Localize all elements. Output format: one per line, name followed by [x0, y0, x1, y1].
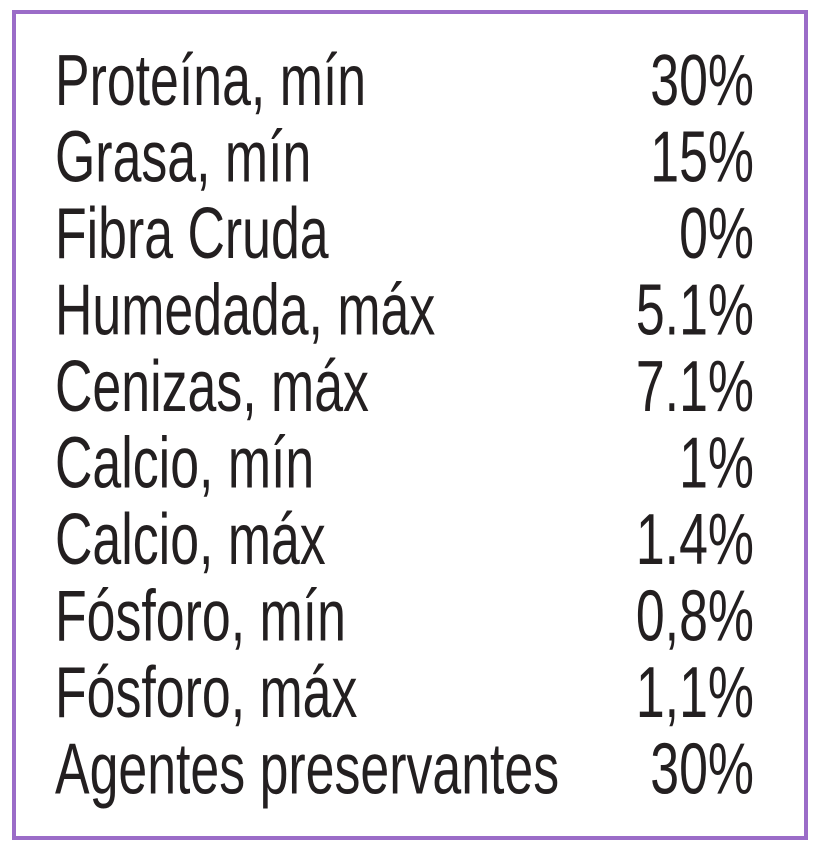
- row-value: 15%: [650, 117, 754, 197]
- row-value: 1,1%: [636, 653, 754, 733]
- row-label: Cenizas, máx: [55, 347, 369, 427]
- row-value: 5.1%: [636, 270, 754, 350]
- panel-border: [12, 10, 808, 840]
- row-label: Agentes preservantes: [55, 729, 559, 809]
- row-label: Humedada, máx: [55, 270, 435, 350]
- row-value: 0,8%: [636, 576, 754, 656]
- row-label: Fósforo, mín: [55, 576, 346, 656]
- row-label: Calcio, mín: [55, 423, 314, 503]
- row-value: 0%: [679, 194, 754, 274]
- row-value: 1%: [679, 423, 754, 503]
- row-label: Grasa, mín: [55, 117, 311, 197]
- row-label: Calcio, máx: [55, 500, 326, 580]
- row-value: 30%: [650, 729, 754, 809]
- row-label: Proteína, mín: [55, 41, 366, 121]
- row-value: 30%: [650, 41, 754, 121]
- row-label: Fósforo, máx: [55, 653, 357, 733]
- row-value: 1.4%: [636, 500, 754, 580]
- row-label: Fibra Cruda: [55, 194, 329, 274]
- row-value: 7.1%: [636, 347, 754, 427]
